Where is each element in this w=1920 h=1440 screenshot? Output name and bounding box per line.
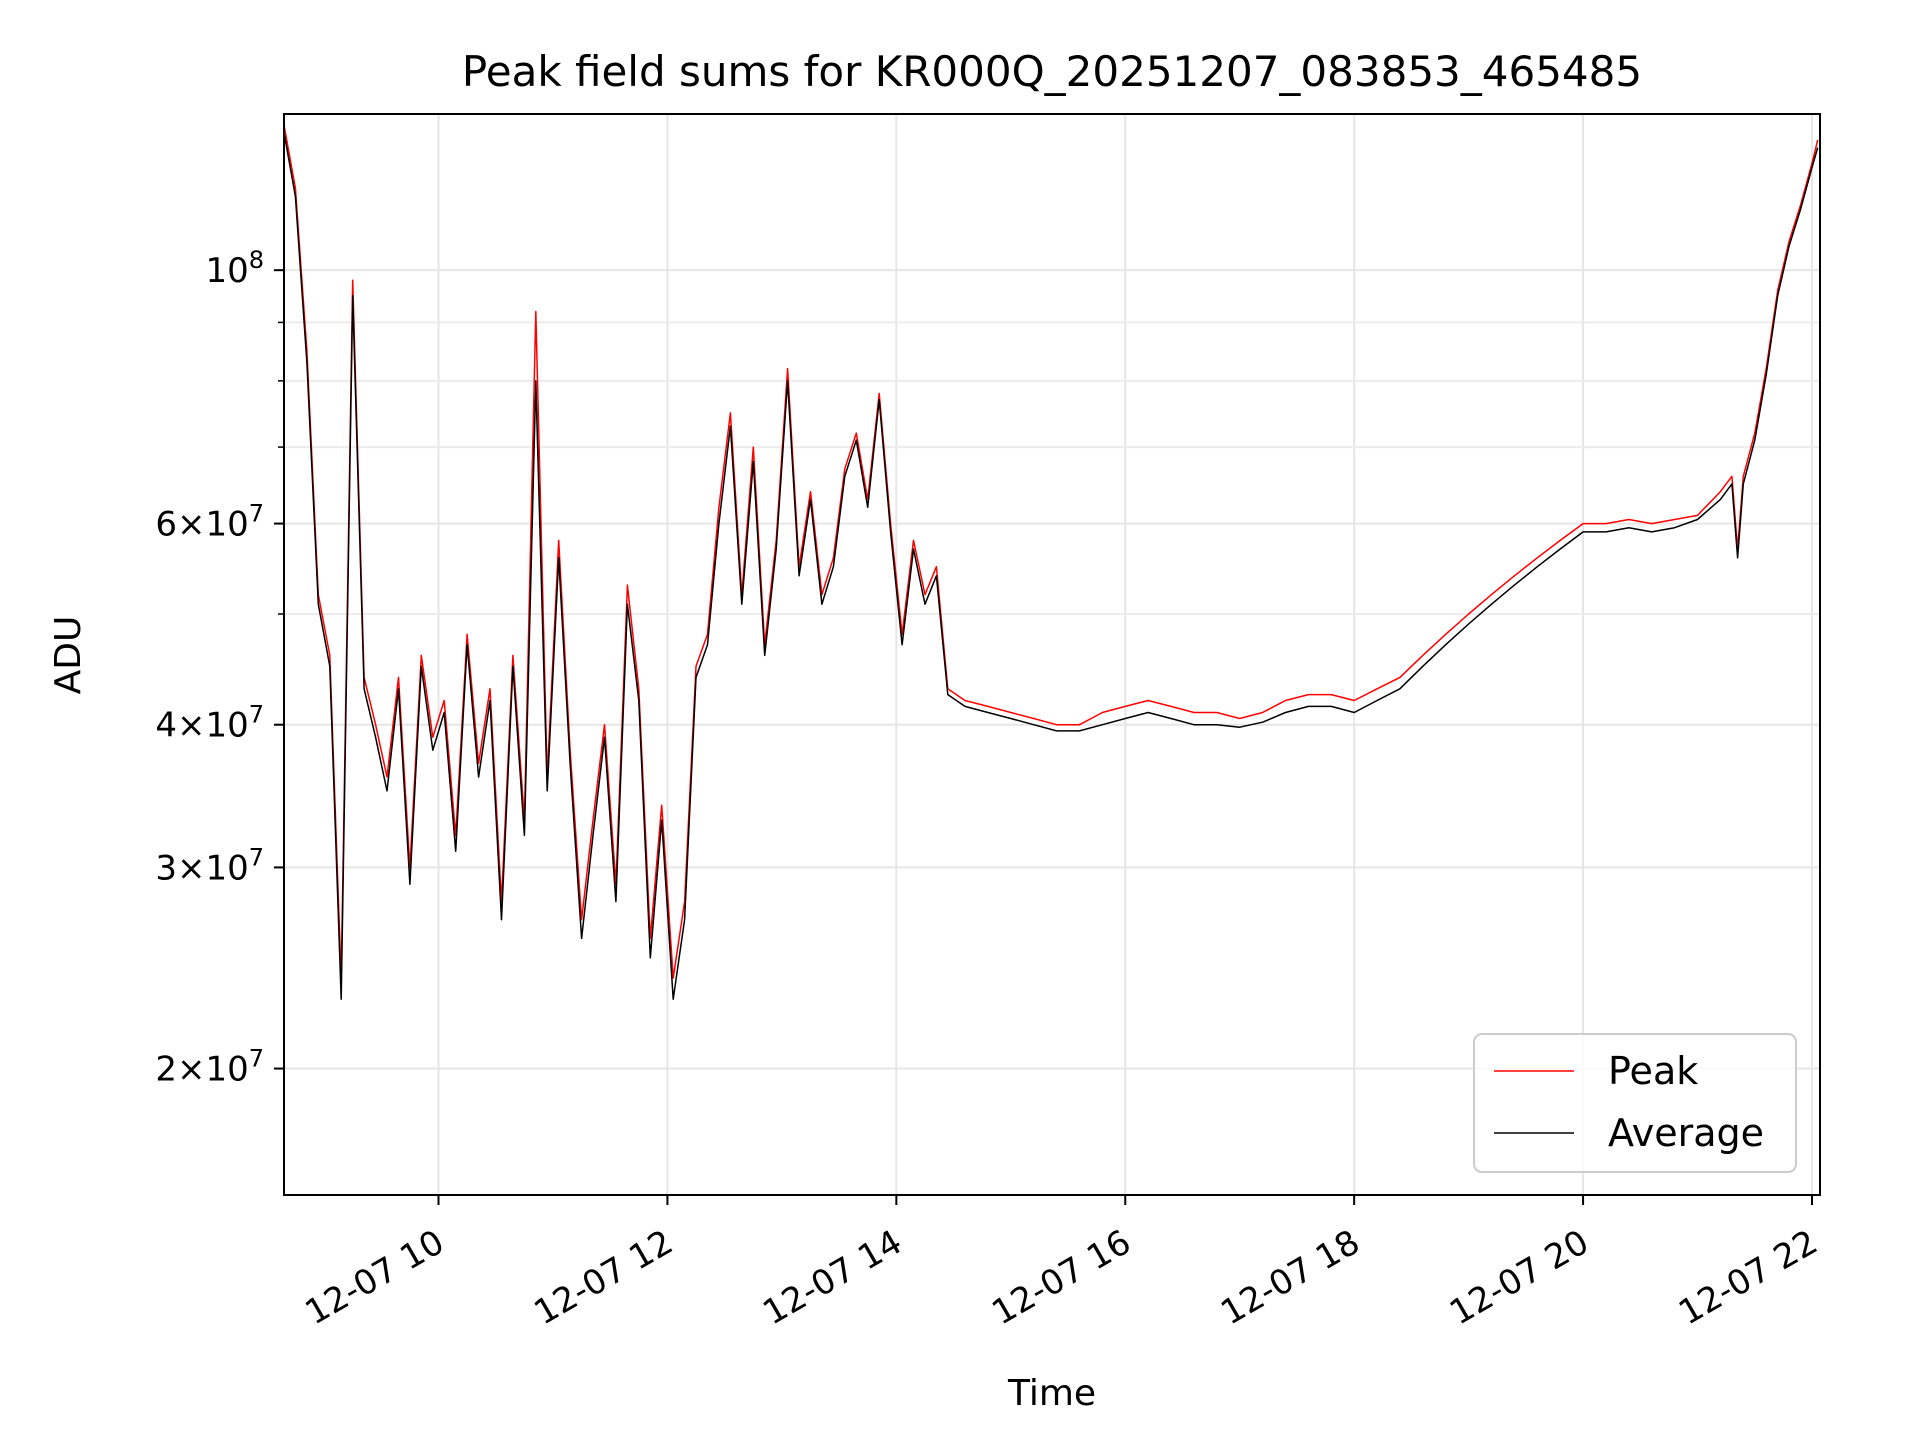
series-line-peak	[283, 124, 1819, 979]
series-layer	[283, 124, 1819, 1000]
y-tick-label: 4×107	[155, 701, 264, 746]
legend-peak-label: Peak	[1608, 1049, 1698, 1093]
legend: Peak Average	[1473, 1033, 1797, 1173]
y-tick-label: 108	[205, 246, 264, 291]
y-axis: 2×107 3×107 4×107 6×107 108	[155, 246, 284, 1090]
plot-frame	[283, 113, 1821, 1196]
y-tick-label: 3×107	[155, 843, 264, 888]
legend-average-label: Average	[1608, 1111, 1764, 1155]
legend-box	[1473, 1033, 1797, 1173]
y-tick-label: 2×107	[155, 1045, 264, 1090]
chart-title: Peak field sums for KR000Q_20251207_0838…	[462, 47, 1642, 96]
y-tick-label: 6×107	[155, 500, 264, 545]
series-line-average	[283, 132, 1819, 1000]
y-axis-label: ADU	[48, 616, 89, 695]
x-axis-label: Time	[1007, 1373, 1096, 1414]
